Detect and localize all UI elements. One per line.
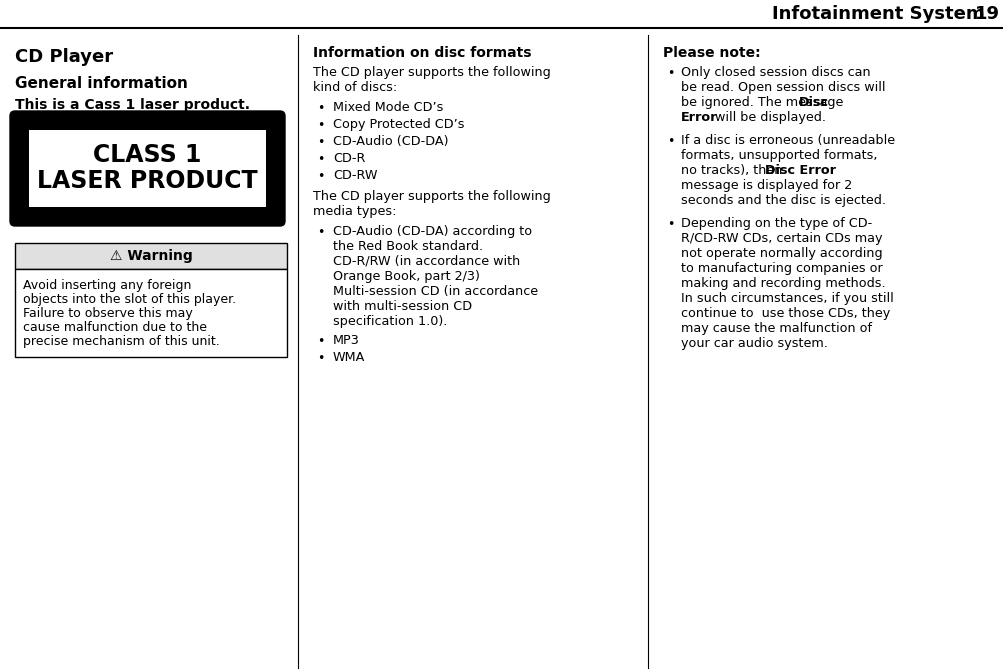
Text: Mixed Mode CD’s: Mixed Mode CD’s — [333, 101, 443, 114]
Text: General information: General information — [15, 76, 188, 91]
Text: CD-Audio (CD-DA): CD-Audio (CD-DA) — [333, 135, 448, 148]
Text: •: • — [317, 352, 324, 365]
Text: Information on disc formats: Information on disc formats — [313, 46, 531, 60]
Text: Depending on the type of CD-: Depending on the type of CD- — [680, 217, 872, 230]
Bar — [15, 269, 287, 357]
Text: •: • — [666, 135, 674, 148]
Text: ⚠ Warning: ⚠ Warning — [109, 249, 193, 263]
Text: no tracks), then: no tracks), then — [680, 164, 785, 177]
Text: be ignored. The message: be ignored. The message — [680, 96, 847, 109]
Text: CD-RW: CD-RW — [333, 169, 377, 182]
Text: CD-Audio (CD-DA) according to: CD-Audio (CD-DA) according to — [333, 225, 532, 238]
Text: with multi-session CD: with multi-session CD — [333, 300, 471, 313]
Text: In such circumstances, if you still: In such circumstances, if you still — [680, 292, 893, 305]
Text: cause malfunction due to the: cause malfunction due to the — [23, 321, 207, 334]
Text: objects into the slot of this player.: objects into the slot of this player. — [23, 293, 236, 306]
Text: media types:: media types: — [313, 205, 396, 218]
Text: continue to  use those CDs, they: continue to use those CDs, they — [680, 307, 890, 320]
Text: Multi-session CD (in accordance: Multi-session CD (in accordance — [333, 285, 538, 298]
Text: Failure to observe this may: Failure to observe this may — [23, 307, 193, 320]
Text: MP3: MP3 — [333, 334, 359, 347]
Text: This is a Cass 1 laser product.: This is a Cass 1 laser product. — [15, 98, 250, 112]
Text: kind of discs:: kind of discs: — [313, 81, 397, 94]
Text: WMA: WMA — [333, 351, 365, 364]
Text: Disc Error: Disc Error — [764, 164, 835, 177]
Text: will be displayed.: will be displayed. — [710, 111, 825, 124]
Text: CD Player: CD Player — [15, 48, 113, 66]
Text: Avoid inserting any foreign: Avoid inserting any foreign — [23, 279, 192, 292]
Text: precise mechanism of this unit.: precise mechanism of this unit. — [23, 335, 220, 348]
Text: message is displayed for 2: message is displayed for 2 — [680, 179, 852, 192]
Text: CD-R: CD-R — [333, 152, 365, 165]
Text: 19: 19 — [974, 5, 999, 23]
Text: be read. Open session discs will: be read. Open session discs will — [680, 81, 885, 94]
Text: The CD player supports the following: The CD player supports the following — [313, 66, 551, 79]
Text: Infotainment System: Infotainment System — [771, 5, 984, 23]
Text: LASER PRODUCT: LASER PRODUCT — [37, 170, 258, 194]
Text: •: • — [317, 153, 324, 166]
Text: •: • — [317, 335, 324, 348]
Text: •: • — [317, 119, 324, 132]
Text: Disc: Disc — [798, 96, 828, 109]
Bar — [15, 243, 287, 269]
Text: seconds and the disc is ejected.: seconds and the disc is ejected. — [680, 194, 885, 207]
Text: your car audio system.: your car audio system. — [680, 337, 827, 350]
Text: specification 1.0).: specification 1.0). — [333, 315, 447, 328]
Text: making and recording methods.: making and recording methods. — [680, 277, 885, 290]
Text: •: • — [666, 67, 674, 80]
Text: formats, unsupported formats,: formats, unsupported formats, — [680, 149, 877, 162]
Text: Copy Protected CD’s: Copy Protected CD’s — [333, 118, 464, 131]
Text: Orange Book, part 2/3): Orange Book, part 2/3) — [333, 270, 479, 283]
Text: CLASS 1: CLASS 1 — [93, 143, 202, 168]
Text: to manufacturing companies or: to manufacturing companies or — [680, 262, 882, 275]
Text: Only closed session discs can: Only closed session discs can — [680, 66, 870, 79]
Text: may cause the malfunction of: may cause the malfunction of — [680, 322, 872, 335]
Text: •: • — [666, 218, 674, 231]
Text: CD-R/RW (in accordance with: CD-R/RW (in accordance with — [333, 255, 520, 268]
Text: •: • — [317, 170, 324, 183]
Text: not operate normally according: not operate normally according — [680, 247, 882, 260]
Text: The CD player supports the following: The CD player supports the following — [313, 190, 551, 203]
Text: R/CD-RW CDs, certain CDs may: R/CD-RW CDs, certain CDs may — [680, 232, 882, 245]
Text: the Red Book standard.: the Red Book standard. — [333, 240, 482, 253]
Text: •: • — [317, 136, 324, 149]
FancyBboxPatch shape — [10, 111, 285, 226]
Text: If a disc is erroneous (unreadable: If a disc is erroneous (unreadable — [680, 134, 895, 147]
Text: Please note:: Please note: — [662, 46, 760, 60]
Text: •: • — [317, 226, 324, 239]
Text: Error: Error — [680, 111, 717, 124]
Text: •: • — [317, 102, 324, 115]
FancyBboxPatch shape — [29, 130, 266, 207]
